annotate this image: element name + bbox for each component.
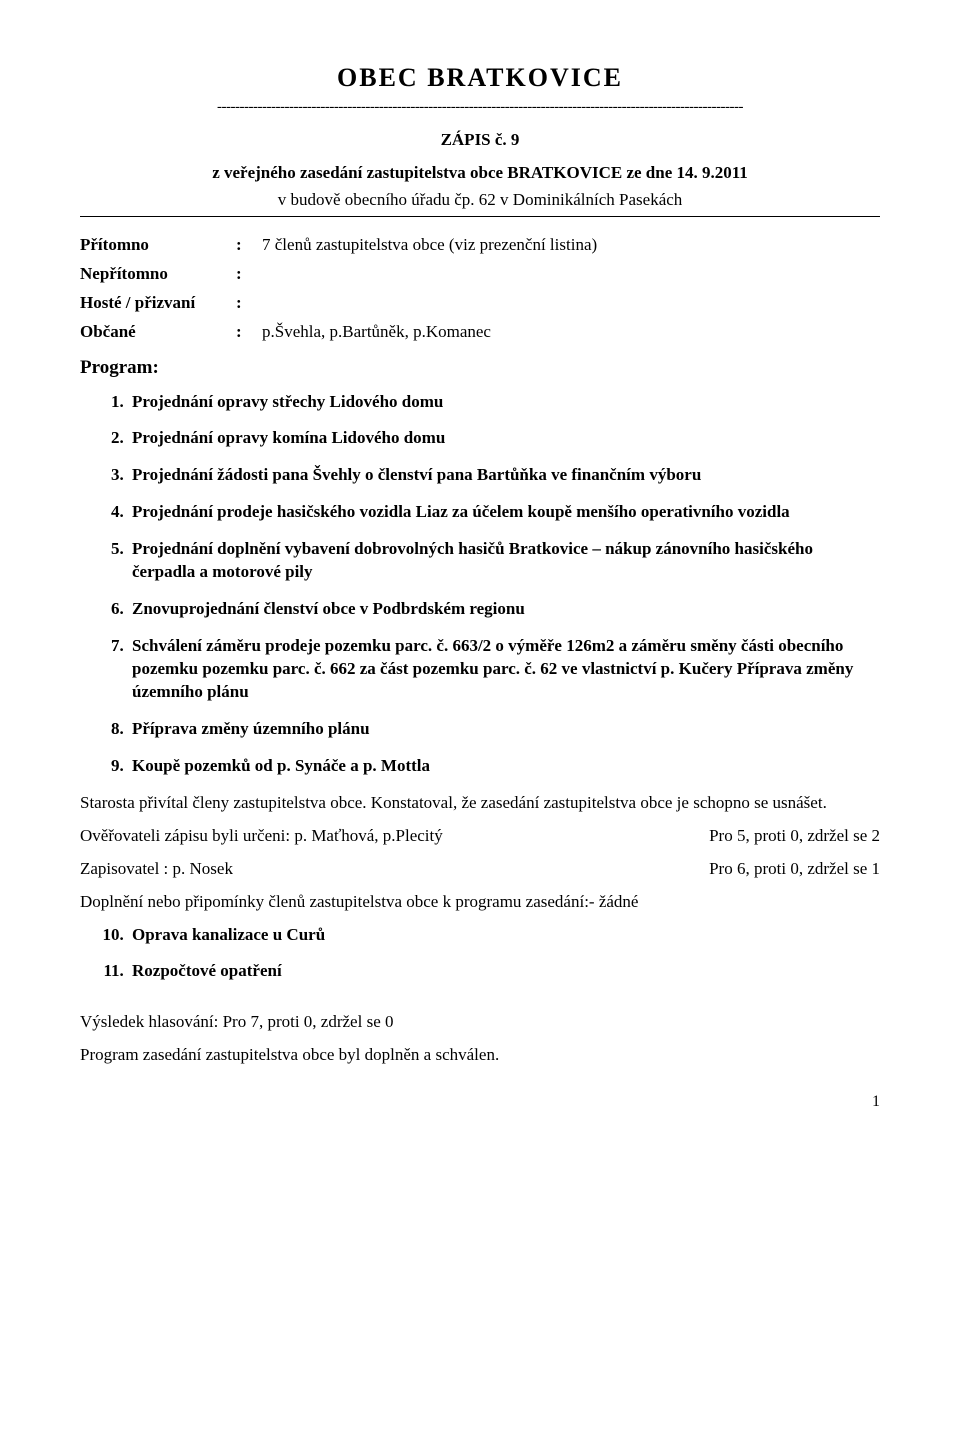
attendance-row: Hosté / přizvaní : xyxy=(80,289,603,318)
program-item: Projednání prodeje hasičského vozidla Li… xyxy=(128,501,880,524)
attendance-value xyxy=(262,289,603,318)
attendance-label: Hosté / přizvaní xyxy=(80,289,236,318)
intro-paragraph: Starosta přivítal členy zastupitelstva o… xyxy=(80,792,880,815)
vote-result: Výsledek hlasování: Pro 7, proti 0, zdrž… xyxy=(80,1011,880,1034)
verifiers-left: Ověřovateli zápisu byli určeni: p. Maťho… xyxy=(80,825,443,848)
additional-item: Rozpočtové opatření xyxy=(128,960,880,983)
attendance-value xyxy=(262,260,603,289)
colon: : xyxy=(236,318,262,347)
horizontal-rule xyxy=(80,216,880,217)
attendance-row: Nepřítomno : xyxy=(80,260,603,289)
program-item: Schválení záměru prodeje pozemku parc. č… xyxy=(128,635,880,704)
recorder-left: Zapisovatel : p. Nosek xyxy=(80,858,233,881)
recorder-row: Zapisovatel : p. Nosek Pro 6, proti 0, z… xyxy=(80,858,880,881)
program-item: Projednání doplnění vybavení dobrovolnýc… xyxy=(128,538,880,584)
attendance-label: Přítomno xyxy=(80,231,236,260)
zapis-number: ZÁPIS č. 9 xyxy=(80,129,880,152)
program-item: Projednání žádosti pana Švehly o členstv… xyxy=(128,464,880,487)
attendance-label: Občané xyxy=(80,318,236,347)
colon: : xyxy=(236,289,262,318)
page-number: 1 xyxy=(80,1091,880,1113)
verifiers-vote: Pro 5, proti 0, zdržel se 2 xyxy=(709,825,880,848)
location-line: v budově obecního úřadu čp. 62 v Dominik… xyxy=(80,189,880,212)
attendance-row: Občané : p.Švehla, p.Bartůněk, p.Komanec xyxy=(80,318,603,347)
attendance-table: Přítomno : 7 členů zastupitelstva obce (… xyxy=(80,231,603,347)
attendance-label: Nepřítomno xyxy=(80,260,236,289)
colon: : xyxy=(236,231,262,260)
verifiers-row: Ověřovateli zápisu byli určeni: p. Maťho… xyxy=(80,825,880,848)
recorder-vote: Pro 6, proti 0, zdržel se 1 xyxy=(709,858,880,881)
additional-list: Oprava kanalizace u Curů Rozpočtové opat… xyxy=(80,924,880,984)
attendance-row: Přítomno : 7 členů zastupitelstva obce (… xyxy=(80,231,603,260)
program-list: Projednání opravy střechy Lidového domu … xyxy=(80,391,880,778)
attendance-value: p.Švehla, p.Bartůněk, p.Komanec xyxy=(262,318,603,347)
colon: : xyxy=(236,260,262,289)
program-item: Znovuprojednání členství obce v Podbrdsk… xyxy=(128,598,880,621)
program-heading: Program: xyxy=(80,355,880,381)
amendments-line: Doplnění nebo připomínky členů zastupite… xyxy=(80,891,880,914)
program-item: Projednání opravy střechy Lidového domu xyxy=(128,391,880,414)
approved-line: Program zasedání zastupitelstva obce byl… xyxy=(80,1044,880,1067)
divider-dashes: ----------------------------------------… xyxy=(80,97,880,117)
additional-item: Oprava kanalizace u Curů xyxy=(128,924,880,947)
program-item: Koupě pozemků od p. Synáče a p. Mottla xyxy=(128,755,880,778)
attendance-value: 7 členů zastupitelstva obce (viz prezenč… xyxy=(262,231,603,260)
document-title: OBEC BRATKOVICE xyxy=(80,60,880,95)
program-item: Projednání opravy komína Lidového domu xyxy=(128,427,880,450)
program-item: Příprava změny územního plánu xyxy=(128,718,880,741)
meeting-line: z veřejného zasedání zastupitelstva obce… xyxy=(80,162,880,185)
